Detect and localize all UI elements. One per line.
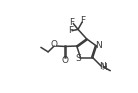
Text: F: F xyxy=(68,27,73,36)
Text: F: F xyxy=(80,16,86,25)
Text: N: N xyxy=(95,41,102,50)
Text: S: S xyxy=(75,54,81,63)
Text: F: F xyxy=(70,18,75,27)
Text: O: O xyxy=(62,56,68,65)
Text: N: N xyxy=(99,62,106,71)
Text: O: O xyxy=(51,40,58,49)
Text: H: H xyxy=(101,63,107,72)
